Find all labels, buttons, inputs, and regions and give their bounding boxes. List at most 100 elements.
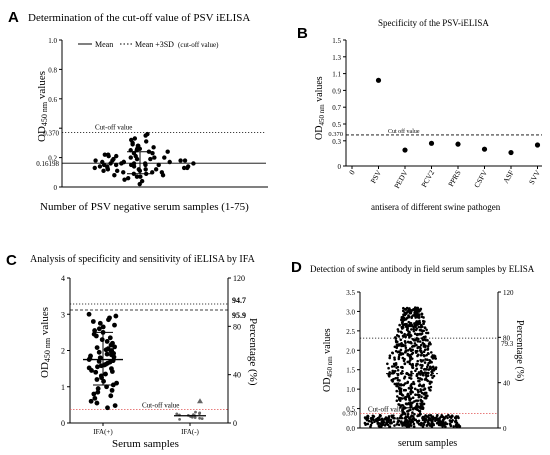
- panel-d-point: [399, 420, 403, 424]
- panel-c-point-positive: [109, 366, 114, 372]
- panel-d-point: [394, 339, 398, 343]
- panel-d-y-ticks: 0.0 0.5 1.0 1.5 2.0 2.5 3.0 3.5: [346, 289, 360, 433]
- panel-d-point: [393, 345, 397, 349]
- panel-a-point: [181, 165, 187, 171]
- panel-d-point: [420, 350, 423, 354]
- panel-d-point: [421, 406, 425, 410]
- panel-b-point: [375, 77, 382, 83]
- panel-c-point-positive: [99, 337, 105, 343]
- panel-d-point: [419, 353, 423, 357]
- panel-d-point: [402, 313, 405, 317]
- panel-d-point: [426, 420, 430, 424]
- panel-letter-b: B: [297, 25, 308, 42]
- panel-d-title: Detection of swine antibody in field ser…: [310, 264, 535, 274]
- panel-a-point: [131, 161, 137, 166]
- panel-d-y-tick-label: 2.5: [346, 328, 355, 336]
- panel-c-point-positive: [104, 384, 109, 390]
- panel-d-point: [428, 359, 431, 362]
- panel-a-point: [145, 131, 150, 137]
- panel-c-y-ticks: 0 1 2 3 4: [61, 274, 70, 428]
- panel-c-point-negative: [198, 411, 202, 415]
- panel-d-point: [401, 369, 404, 373]
- panel-d-point: [447, 413, 450, 417]
- panel-d-point: [393, 369, 397, 373]
- panel-c-point-positive: [101, 378, 106, 384]
- panel-c-y-tick-label: 1: [61, 383, 65, 392]
- panel-d-point: [379, 418, 383, 421]
- panel-a-point: [97, 164, 103, 169]
- panel-d-point: [416, 359, 420, 363]
- panel-d-point: [421, 364, 424, 367]
- panel-d-point: [392, 420, 396, 423]
- panel-d-point: [410, 352, 414, 356]
- panel-a-extra-tick-label: 0.370: [43, 130, 59, 138]
- panel-d-extra-tick-label: 0.370: [342, 411, 357, 418]
- panel-a-title: Determination of the cut-off value of PS…: [28, 12, 250, 24]
- panel-d-point: [431, 376, 434, 379]
- panel-d-point: [453, 416, 457, 419]
- panel-d-point: [403, 416, 407, 420]
- panel-a-points: [92, 131, 196, 187]
- panel-a-point: [143, 167, 148, 172]
- panel-d-point: [425, 394, 429, 398]
- panel-d-point: [393, 358, 396, 361]
- panel-d-point: [424, 391, 428, 395]
- panel-d-point: [396, 376, 399, 380]
- panel-c-point-positive: [94, 345, 100, 350]
- panel-c-point-positive: [93, 369, 99, 375]
- panel-a-point: [138, 174, 143, 179]
- panel-a-point: [125, 175, 131, 181]
- panel-d-point: [432, 417, 436, 421]
- panel-a-point: [121, 170, 126, 175]
- panel-b-cutoff-label: Cut off value: [388, 128, 420, 135]
- panel-d-point: [421, 425, 425, 428]
- panel-c-y2-tick-label: 40: [233, 371, 241, 380]
- panel-d-point: [395, 399, 399, 402]
- panel-d-point: [416, 353, 420, 357]
- panel-c-point-positive: [94, 400, 100, 406]
- panel-a-point: [102, 152, 108, 157]
- panel-d-point: [377, 418, 381, 421]
- panel-d-y-tick-label: 1.0: [346, 386, 355, 394]
- panel-letter-d: D: [291, 259, 302, 276]
- panel-a-point: [153, 167, 159, 172]
- panel-d-point: [414, 393, 417, 397]
- panel-c-point-positive: [95, 386, 101, 391]
- panel-d-point: [416, 362, 419, 366]
- panel-d-point: [418, 377, 422, 380]
- panel-d-point: [364, 422, 368, 426]
- panel-d-point: [395, 423, 399, 426]
- panel-d-point: [407, 314, 410, 317]
- panel-d-point: [420, 332, 424, 335]
- panel-d-point: [422, 353, 425, 357]
- panel-d-point: [417, 422, 421, 426]
- panel-d-point: [456, 425, 459, 428]
- panel-c-pct-label-2: 95.9: [232, 311, 246, 320]
- panel-a-point: [156, 162, 161, 168]
- panel-d-point: [411, 396, 415, 400]
- panel-d-point: [370, 421, 374, 425]
- panel-d-point: [412, 425, 416, 428]
- panel-d-point: [411, 337, 415, 341]
- panel-d-point: [420, 384, 424, 388]
- panel-d-point: [429, 342, 432, 346]
- panel-d-point: [401, 326, 405, 329]
- panel-b-point: [428, 140, 435, 146]
- panel-d-point: [397, 423, 401, 427]
- panel-d-point: [406, 353, 410, 357]
- panel-d-point: [422, 329, 426, 333]
- panel-d-point: [424, 396, 427, 400]
- panel-c-point-positive: [100, 324, 106, 330]
- panel-d-point: [401, 422, 405, 425]
- panel-a-point: [111, 156, 116, 162]
- panel-d-point: [392, 377, 395, 381]
- panel-d-point: [413, 322, 416, 325]
- panel-d-point: [426, 339, 429, 342]
- panel-d-point: [404, 312, 408, 316]
- panel-d-point: [403, 375, 407, 379]
- panel-d-point: [371, 414, 375, 418]
- panel-a-point: [165, 149, 170, 154]
- panel-b-x-label: antisera of different swine pathogen: [371, 202, 501, 212]
- panel-d-point: [393, 382, 397, 386]
- panel-a-extra-tick-label: 0.16198: [36, 160, 59, 168]
